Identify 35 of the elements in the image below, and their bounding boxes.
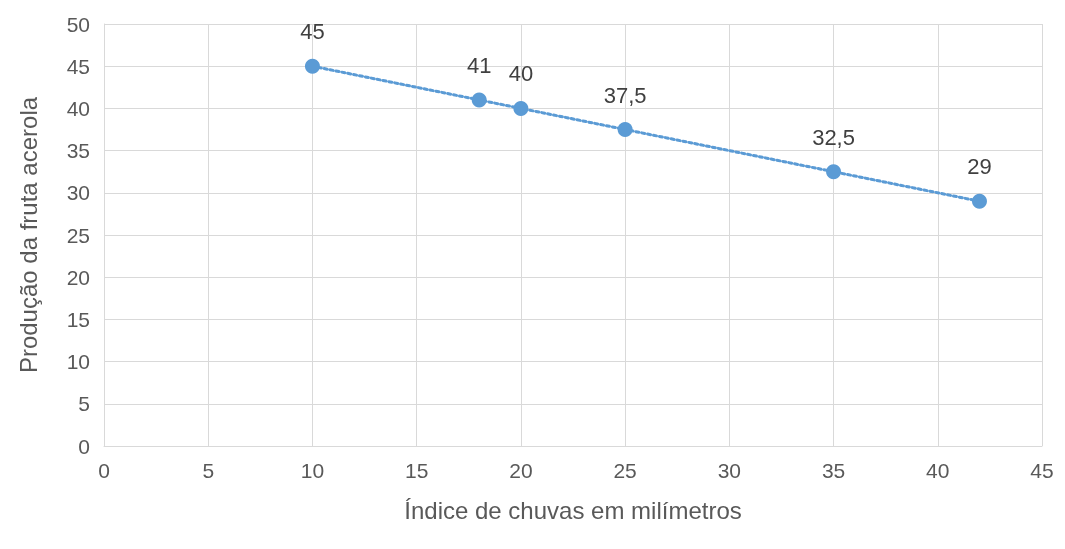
data-label: 41 xyxy=(466,52,492,78)
y-tick-label: 0 xyxy=(78,434,90,458)
y-tick-label: 15 xyxy=(66,307,90,331)
x-axis-title: Índice de chuvas em milímetros xyxy=(404,496,742,524)
x-tick-label: 30 xyxy=(717,459,742,482)
data-label: 29 xyxy=(967,154,992,180)
y-tick-label: 20 xyxy=(66,265,90,289)
x-tick-label: 35 xyxy=(821,459,846,482)
y-tick-label: 40 xyxy=(66,96,90,120)
y-tick-label: 45 xyxy=(66,54,90,78)
y-tick-label: 25 xyxy=(66,223,90,247)
x-tick-label: 45 xyxy=(1030,459,1054,482)
point xyxy=(304,58,320,74)
y-tick-label: 10 xyxy=(66,350,90,374)
x-tick-label: 5 xyxy=(202,459,215,482)
y-tick-label: 30 xyxy=(66,181,90,205)
point xyxy=(971,193,987,209)
y-tick-label: 5 xyxy=(78,392,90,416)
y-tick-label: 50 xyxy=(66,12,90,36)
data-label: 37,5 xyxy=(603,82,647,108)
data-label: 40 xyxy=(508,61,534,87)
data-label: 32,5 xyxy=(812,124,855,150)
point xyxy=(826,164,842,180)
point xyxy=(471,92,487,108)
y-tick-label: 35 xyxy=(66,139,90,163)
x-tick-label: 0 xyxy=(98,459,110,482)
x-tick-label: 20 xyxy=(509,459,533,482)
x-tick-label: 15 xyxy=(404,459,429,482)
x-tick-label: 10 xyxy=(300,459,325,482)
x-tick-label: 25 xyxy=(613,459,637,482)
point xyxy=(617,122,633,137)
point xyxy=(513,100,529,116)
y-axis-title: Produção da fruta acerola xyxy=(14,96,42,374)
data-label: 45 xyxy=(300,19,325,45)
x-tick-label: 40 xyxy=(926,459,950,482)
